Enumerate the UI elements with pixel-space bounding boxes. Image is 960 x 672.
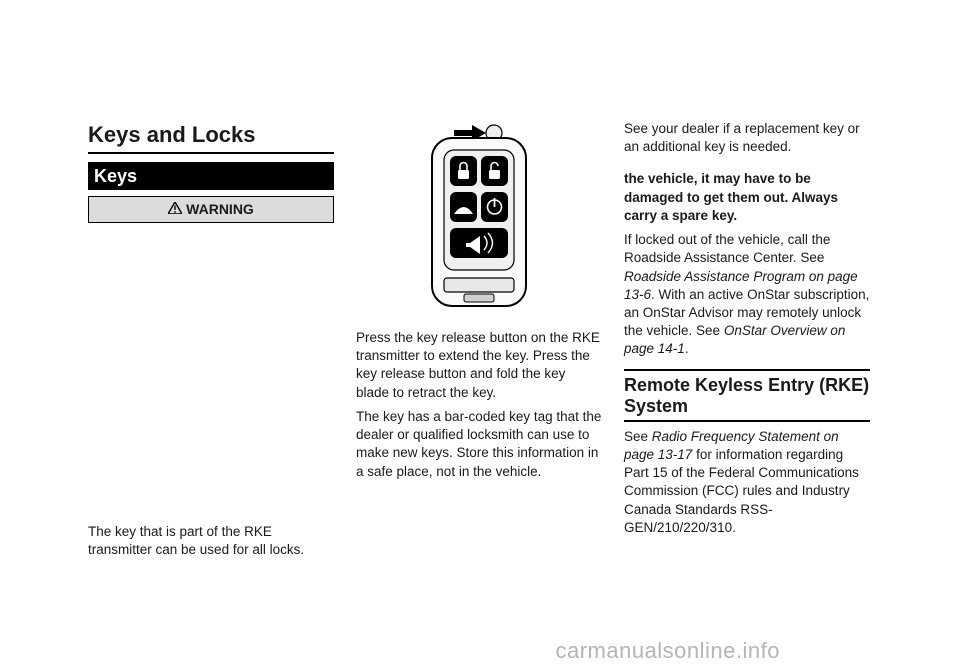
column-2: Press the key release button on the RKE … [356,120,602,565]
heading-rke-system: Remote Keyless Entry (RKE) System [624,369,870,422]
spacer [624,162,870,170]
col3-paragraph-3: See Radio Frequency Statement on page 13… [624,428,870,537]
col3-p2-c: . [685,341,689,356]
heading-keys-and-locks: Keys and Locks [88,120,334,154]
warning-box: WARNING [88,196,334,223]
warning-triangle-icon [168,200,182,219]
heading-keys: Keys [88,162,334,190]
col3-p3-a: See [624,429,652,444]
col1-bottom-paragraph: The key that is part of the RKE transmit… [88,523,334,559]
col2-paragraph-1: Press the key release button on the RKE … [356,329,602,402]
content-columns: Keys and Locks Keys WARNING The key that… [88,120,870,565]
watermark-text: carmanualsonline.info [555,638,780,664]
col3-bold-continuation: the vehicle, it may have to be damaged t… [624,170,870,225]
trunk-button-icon [450,192,477,222]
col3-p2-a: If locked out of the vehicle, call the R… [624,232,830,265]
warning-body-spacer [88,227,334,523]
key-fob-illustration [394,120,564,325]
column-3: See your dealer if a replacement key or … [624,120,870,565]
manual-page: Keys and Locks Keys WARNING The key that… [0,0,960,672]
col3-paragraph-1: See your dealer if a replacement key or … [624,120,870,156]
warning-label: WARNING [186,201,254,217]
col2-paragraph-2: The key has a bar-coded key tag that the… [356,408,602,481]
col3-paragraph-2: If locked out of the vehicle, call the R… [624,231,870,359]
fob-body [432,138,526,306]
column-1: Keys and Locks Keys WARNING The key that… [88,120,334,565]
